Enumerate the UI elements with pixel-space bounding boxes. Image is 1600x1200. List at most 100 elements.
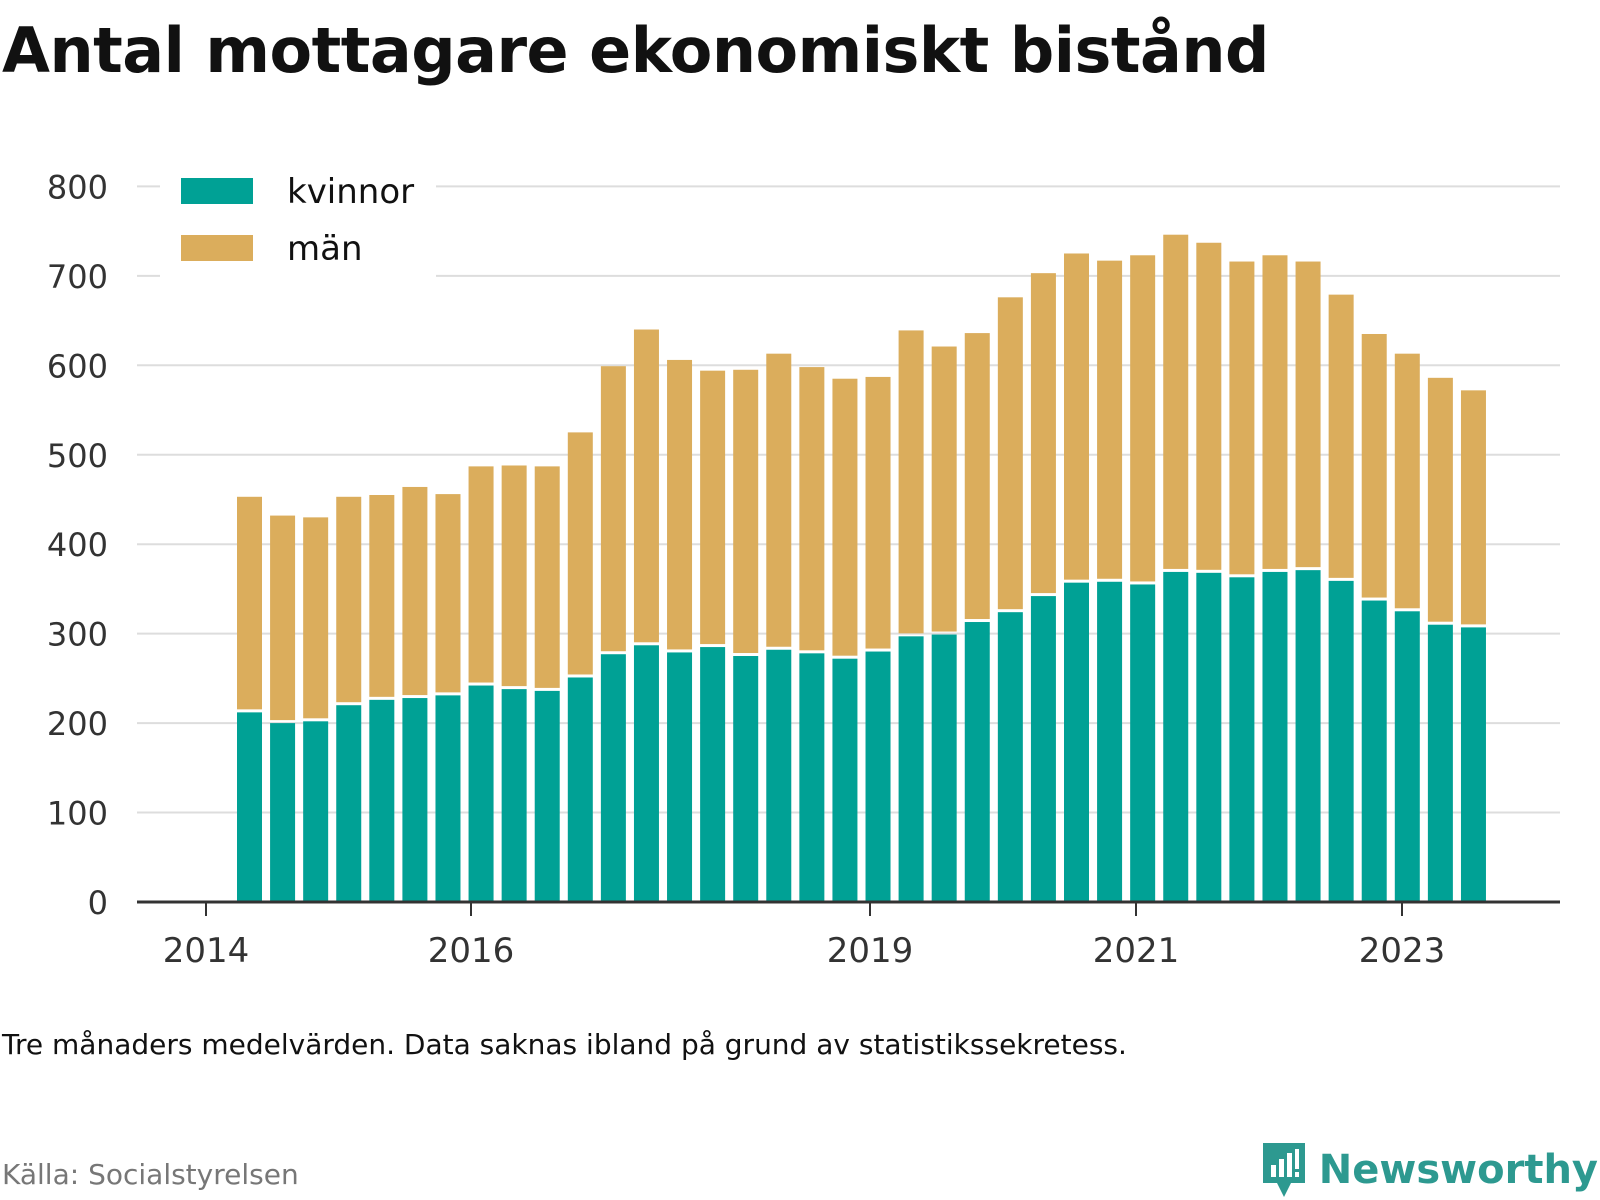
bar-kvinnor bbox=[766, 649, 792, 902]
bar-kvinnor bbox=[1328, 580, 1354, 902]
bar-man bbox=[369, 495, 395, 697]
bar-kvinnor bbox=[700, 647, 726, 902]
legend: kvinnor män bbox=[160, 166, 436, 278]
bar-kvinnor bbox=[303, 721, 329, 902]
bar-man bbox=[468, 466, 494, 683]
stacked-bar-chart: 0 100 200 300 400 500 600 700 800 2014 2016 2019 202… bbox=[46, 166, 1560, 971]
bar-man bbox=[303, 517, 329, 719]
chart-note: Tre månaders medelvärden. Data saknas ib… bbox=[2, 1028, 1127, 1061]
y-tick-label: 300 bbox=[47, 616, 108, 654]
bar-kvinnor bbox=[931, 634, 957, 902]
bar-man bbox=[997, 297, 1023, 610]
bar-man bbox=[633, 329, 659, 643]
bar-kvinnor bbox=[964, 622, 990, 902]
bar-kvinnor bbox=[402, 698, 428, 902]
bar-man bbox=[1064, 253, 1089, 580]
bar-kvinnor bbox=[733, 656, 759, 902]
y-tick-label: 700 bbox=[47, 258, 108, 296]
bar-man bbox=[567, 432, 593, 675]
source-credit: Källa: Socialstyrelsen bbox=[2, 1158, 299, 1191]
bars bbox=[237, 234, 1486, 902]
bar-kvinnor bbox=[898, 636, 924, 902]
bar-man bbox=[1262, 255, 1288, 569]
bar-kvinnor bbox=[799, 653, 825, 902]
bar-kvinnor bbox=[1196, 572, 1222, 902]
bar-kvinnor bbox=[534, 690, 560, 902]
bar-man bbox=[964, 333, 990, 620]
x-tick-label: 2021 bbox=[1093, 931, 1180, 971]
y-tick-label: 600 bbox=[47, 347, 108, 385]
x-tick-label: 2014 bbox=[163, 931, 250, 971]
legend-label: kvinnor bbox=[287, 172, 414, 212]
bar-man bbox=[270, 515, 296, 721]
bar-kvinnor bbox=[468, 685, 494, 902]
bar-kvinnor bbox=[667, 652, 693, 902]
bar-man bbox=[1361, 333, 1387, 598]
bar-kvinnor bbox=[1030, 596, 1056, 902]
x-tick-label: 2019 bbox=[827, 931, 914, 971]
bar-man bbox=[667, 359, 693, 650]
bar-man bbox=[700, 370, 726, 645]
x-tick-label: 2016 bbox=[428, 931, 515, 971]
bar-man bbox=[336, 496, 362, 703]
bar-kvinnor bbox=[1163, 571, 1189, 902]
bar-man bbox=[1394, 353, 1420, 609]
bar-kvinnor bbox=[1097, 581, 1123, 902]
bar-kvinnor bbox=[369, 699, 395, 902]
legend-swatch bbox=[181, 235, 253, 261]
bar-kvinnor bbox=[1295, 570, 1321, 902]
bar-man bbox=[865, 376, 891, 649]
bar-man bbox=[766, 353, 792, 647]
bar-kvinnor bbox=[1130, 584, 1156, 902]
bar-man bbox=[501, 465, 527, 687]
bar-man bbox=[1229, 261, 1255, 575]
bar-man bbox=[1130, 255, 1156, 582]
bar-man bbox=[1030, 273, 1056, 594]
bar-kvinnor bbox=[1064, 582, 1089, 902]
bar-man bbox=[237, 496, 262, 710]
bar-kvinnor bbox=[336, 705, 362, 902]
bar-man bbox=[534, 466, 560, 688]
y-tick-label: 100 bbox=[47, 795, 108, 833]
bar-kvinnor bbox=[633, 645, 659, 902]
chart-title: Antal mottagare ekonomiskt bistånd bbox=[2, 14, 1269, 87]
bar-man bbox=[1460, 390, 1486, 625]
bar-man bbox=[402, 486, 428, 696]
y-tick-label: 800 bbox=[47, 168, 108, 206]
bar-kvinnor bbox=[1262, 571, 1288, 902]
bar-man bbox=[1163, 234, 1189, 569]
brand-name: Newsworthy bbox=[1318, 1147, 1598, 1193]
bar-man bbox=[733, 369, 759, 654]
legend-label: män bbox=[287, 229, 363, 269]
bar-man bbox=[1295, 261, 1321, 568]
bar-kvinnor bbox=[501, 689, 527, 902]
bar-kvinnor bbox=[600, 654, 626, 902]
brand-logo[interactable]: Newsworthy bbox=[1261, 1140, 1598, 1200]
bar-man bbox=[1097, 260, 1123, 579]
x-tick-label: 2023 bbox=[1359, 931, 1446, 971]
bar-kvinnor bbox=[1427, 624, 1453, 902]
y-tick-label: 0 bbox=[88, 884, 108, 922]
bar-man bbox=[1328, 294, 1354, 578]
bar-kvinnor bbox=[832, 658, 858, 902]
bar-kvinnor bbox=[1229, 577, 1255, 902]
bar-kvinnor bbox=[435, 695, 461, 902]
y-tick-label: 200 bbox=[47, 705, 108, 743]
bar-man bbox=[1196, 242, 1222, 570]
axes: 0 100 200 300 400 500 600 700 800 2014 2016 2019 202… bbox=[47, 168, 1560, 971]
bar-kvinnor bbox=[865, 651, 891, 902]
bar-man bbox=[898, 330, 924, 634]
bar-kvinnor bbox=[997, 612, 1023, 902]
bar-man bbox=[799, 367, 825, 651]
bar-kvinnor bbox=[1361, 600, 1387, 902]
bar-man bbox=[435, 494, 461, 693]
newsworthy-logo-icon bbox=[1262, 1143, 1305, 1197]
y-tick-label: 500 bbox=[47, 437, 108, 475]
bar-man bbox=[600, 366, 626, 652]
bar-man bbox=[931, 346, 957, 632]
bar-man bbox=[1427, 377, 1453, 622]
bar-kvinnor bbox=[237, 712, 262, 902]
y-tick-label: 400 bbox=[47, 526, 108, 564]
bar-kvinnor bbox=[1460, 627, 1486, 902]
legend-swatch bbox=[181, 178, 253, 204]
